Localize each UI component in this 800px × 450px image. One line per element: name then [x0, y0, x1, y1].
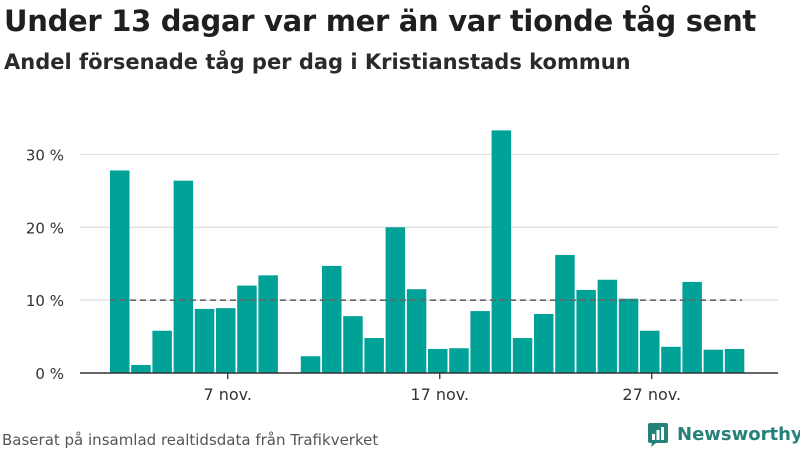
y-tick-label: 0 % [35, 365, 64, 383]
bar [173, 180, 194, 373]
bar [258, 275, 278, 373]
bar [194, 308, 215, 373]
brand-name: Newsworthy [677, 423, 800, 445]
bar [406, 289, 427, 373]
bar [364, 338, 384, 373]
y-tick-label: 30 % [26, 146, 64, 164]
bar [555, 254, 575, 373]
bar [491, 130, 512, 373]
newsworthy-logo-icon [648, 423, 668, 447]
source-note: Baserat på insamlad realtidsdata från Tr… [2, 431, 379, 449]
bar [618, 298, 639, 373]
x-tick-label: 7 nov. [203, 385, 252, 404]
bar [322, 265, 342, 373]
bar [237, 285, 257, 373]
chart-subtitle: Andel försenade tåg per dag i Kristianst… [4, 50, 631, 74]
bar [152, 330, 172, 373]
bar [576, 289, 596, 373]
bar [343, 316, 363, 373]
bar [470, 311, 490, 373]
y-tick-label: 20 % [26, 219, 64, 237]
bar [724, 348, 745, 373]
bar [110, 170, 130, 373]
bar [661, 346, 681, 373]
bars [110, 130, 745, 373]
bar [216, 308, 236, 373]
x-tick-label: 17 nov. [410, 385, 469, 404]
chart-title: Under 13 dagar var mer än var tionde tåg… [4, 4, 756, 38]
bar [703, 349, 724, 373]
bar [131, 364, 151, 373]
brand-logo[interactable]: Newsworthy [645, 419, 800, 449]
bar [512, 338, 533, 373]
y-axis-tick-labels: 0 % 10 % 20 % 30 % [26, 146, 64, 383]
bar [428, 348, 448, 373]
bar [597, 279, 618, 373]
bar [300, 356, 321, 373]
x-axis-ticks: 7 nov. 17 nov. 27 nov. [203, 373, 681, 404]
y-tick-label: 10 % [26, 292, 64, 310]
bar [640, 330, 660, 373]
bar-chart: 0 % 10 % 20 % 30 % 7 nov. 17 nov. 27 nov. [26, 130, 778, 404]
x-tick-label: 27 nov. [622, 385, 681, 404]
bar [534, 313, 554, 373]
bar [449, 348, 469, 373]
bar [682, 281, 702, 373]
